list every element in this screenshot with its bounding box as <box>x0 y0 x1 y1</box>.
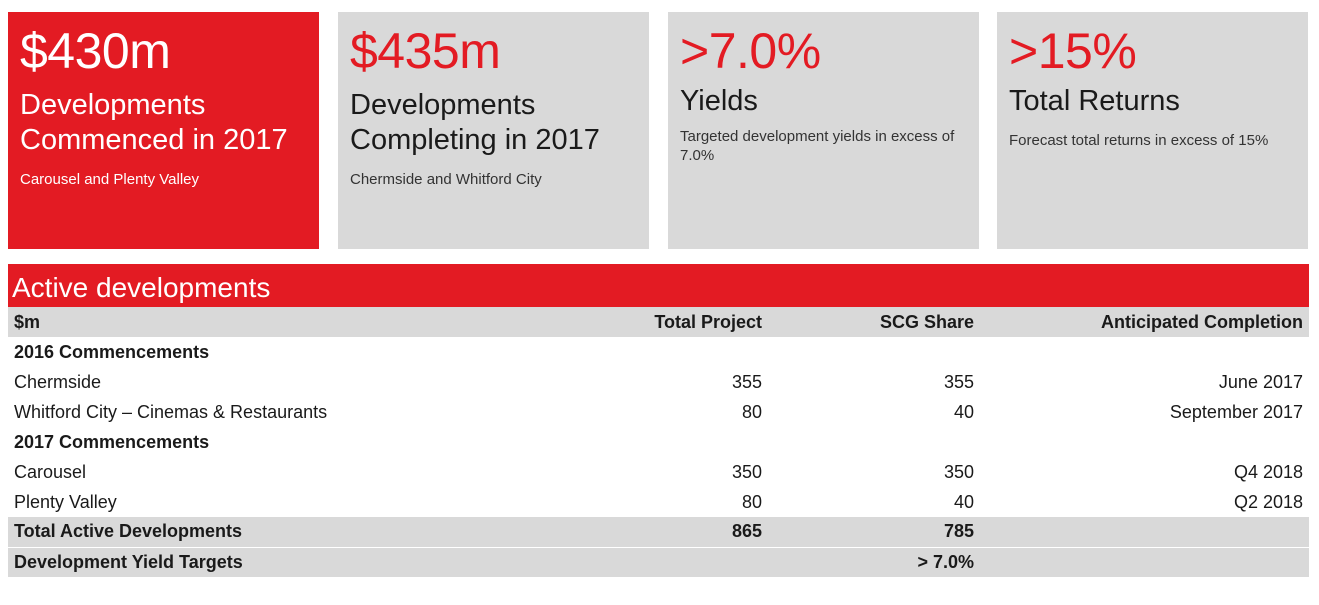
total-project-value: 865 <box>556 517 768 548</box>
card-subtitle: Carousel and Plenty Valley <box>20 170 199 188</box>
row-name: Chermside <box>14 371 102 392</box>
total-row: Total Active Developments 865 785 <box>8 517 1309 548</box>
row-name: Plenty Valley <box>14 491 117 512</box>
yield-target-completion <box>980 547 1309 577</box>
card-value: >15% <box>1009 23 1137 79</box>
yield-target-total <box>556 547 768 577</box>
card-developments-completing: $435m Developments Completing in 2017 Ch… <box>338 12 649 249</box>
header-scg-share: SCG Share <box>879 311 974 332</box>
card-title-line: Completing in 2017 <box>350 123 600 156</box>
row-completion: June 2017 <box>1218 371 1303 392</box>
card-title-line: Developments <box>350 89 536 121</box>
table-header-row: $m Total Project SCG Share Anticipated C… <box>8 307 1309 337</box>
row-name: Whitford City – Cinemas & Restaurants <box>14 401 328 422</box>
card-title: Yields <box>680 85 758 117</box>
card-value: >7.0% <box>680 23 821 79</box>
card-title-line: Commenced in 2017 <box>20 123 288 156</box>
card-subtitle: Forecast total returns in excess of 15% <box>1009 131 1269 149</box>
row-scg-share: 350 <box>943 461 974 482</box>
row-total-project: 350 <box>731 461 762 482</box>
row-total-project: 80 <box>741 401 762 422</box>
total-scg-value: 785 <box>768 517 980 548</box>
table-row: Chermside 355 355 June 2017 <box>8 367 1309 397</box>
row-completion: Q2 2018 <box>1233 491 1303 512</box>
total-completion <box>980 517 1309 548</box>
header-total-project: Total Project <box>654 311 762 332</box>
yield-target-label: Development Yield Targets <box>14 551 243 572</box>
yield-target-row: Development Yield Targets > 7.0% <box>8 547 1309 577</box>
row-scg-share: 40 <box>953 491 974 512</box>
header-units: $m <box>14 311 41 332</box>
developments-table: $m Total Project SCG Share Anticipated C… <box>8 307 1309 577</box>
section-row: 2016 Commencements <box>8 337 1309 367</box>
card-developments-commenced: $430m Developments Commenced in 2017 Car… <box>8 12 319 249</box>
card-title: Developments Completing in 2017 <box>350 88 637 158</box>
table-title: Active developments <box>8 264 1309 307</box>
header-anticipated-completion: Anticipated Completion <box>1101 311 1303 332</box>
total-label: Total Active Developments <box>8 517 556 548</box>
table-row: Whitford City – Cinemas & Restaurants 80… <box>8 397 1309 427</box>
card-title: Developments Commenced in 2017 <box>20 88 307 158</box>
section-label: 2017 Commencements <box>14 431 210 452</box>
summary-cards: $430m Developments Commenced in 2017 Car… <box>8 12 1311 249</box>
active-developments-table: Active developments $m Total Project SCG… <box>8 264 1309 577</box>
row-scg-share: 40 <box>953 401 974 422</box>
row-name: Carousel <box>14 461 87 482</box>
card-subtitle: Targeted development yields in excess of… <box>680 127 955 165</box>
section-label: 2016 Commencements <box>14 341 210 362</box>
row-total-project: 355 <box>731 371 762 392</box>
section-row: 2017 Commencements <box>8 427 1309 457</box>
card-value: $435m <box>350 23 501 79</box>
row-scg-share: 355 <box>943 371 974 392</box>
card-total-returns: >15% Total Returns Forecast total return… <box>997 12 1308 249</box>
card-title-line: Developments <box>20 89 206 121</box>
yield-target-scg: > 7.0% <box>917 551 974 572</box>
row-completion: Q4 2018 <box>1233 461 1303 482</box>
row-total-project: 80 <box>741 491 762 512</box>
card-subtitle: Chermside and Whitford City <box>350 170 542 188</box>
table-row: Plenty Valley 80 40 Q2 2018 <box>8 487 1309 517</box>
card-yields: >7.0% Yields Targeted development yields… <box>668 12 979 249</box>
table-row: Carousel 350 350 Q4 2018 <box>8 457 1309 487</box>
card-title: Total Returns <box>1009 85 1180 117</box>
row-completion: September 2017 <box>1169 401 1303 422</box>
card-value: $430m <box>20 23 171 79</box>
